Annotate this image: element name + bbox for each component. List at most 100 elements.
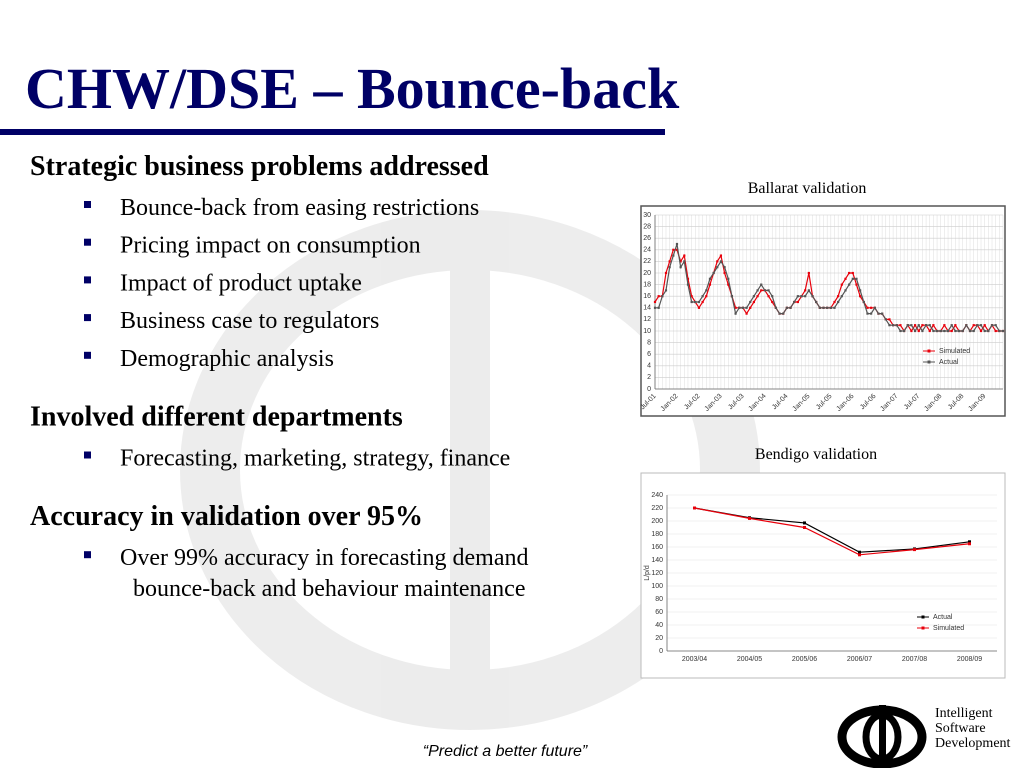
point: [994, 324, 997, 327]
y-axis-label: L/p/d: [644, 565, 651, 581]
point: [895, 324, 898, 327]
point: [708, 283, 712, 286]
point: [913, 548, 916, 552]
point: [815, 300, 818, 304]
watermark: [180, 210, 760, 730]
point: [837, 295, 840, 298]
point: [748, 516, 751, 520]
point: [807, 289, 810, 292]
point: [946, 329, 950, 333]
y-tick-label: 24: [643, 247, 651, 254]
point: [968, 540, 971, 544]
y-tick-label: 140: [651, 557, 663, 564]
chart-title: Bendigo validation: [755, 446, 877, 463]
point: [976, 324, 979, 327]
point: [899, 329, 902, 333]
point: [840, 295, 843, 298]
x-tick-label: 2003/04: [682, 656, 707, 663]
point: [961, 329, 964, 333]
point: [851, 277, 854, 280]
point: [686, 283, 690, 286]
x-tick-label: 2004/05: [737, 656, 762, 663]
y-tick-label: 160: [651, 544, 663, 551]
bullet: [84, 351, 91, 359]
y-tick-label: 4: [647, 363, 651, 370]
point: [998, 329, 1001, 333]
point: [943, 324, 946, 327]
bullet: [84, 451, 91, 459]
point: [793, 300, 796, 304]
slide-title: CHW/DSE – Bounce-back: [25, 56, 680, 121]
legend-label: Actual: [933, 614, 953, 621]
point: [683, 260, 686, 263]
point: [789, 306, 792, 309]
bullet-text: Forecasting, marketing, strategy, financ…: [120, 446, 510, 472]
point: [734, 306, 737, 309]
point: [756, 295, 759, 298]
point: [716, 266, 719, 269]
point: [675, 242, 679, 246]
point: [917, 329, 920, 333]
chart-frame: [640, 205, 1006, 417]
point: [727, 277, 730, 280]
point: [701, 295, 704, 298]
point: [767, 289, 770, 292]
legend-label: Simulated: [933, 625, 964, 632]
point: [862, 300, 865, 304]
point: [738, 306, 741, 309]
y-tick-label: 0: [659, 648, 663, 655]
y-tick-label: 240: [651, 492, 663, 499]
point: [679, 260, 682, 263]
x-tick-label: 2008/09: [957, 656, 982, 663]
point: [913, 329, 917, 333]
point: [811, 295, 814, 298]
point: [855, 283, 858, 286]
point: [950, 324, 953, 327]
point: [749, 306, 752, 309]
point: [661, 295, 664, 298]
point: [796, 300, 799, 304]
point: [910, 329, 913, 333]
y-tick-label: 40: [655, 622, 663, 629]
point: [994, 329, 997, 333]
bullet: [84, 238, 91, 246]
point: [979, 329, 983, 333]
point: [693, 506, 696, 510]
point: [848, 283, 851, 286]
chart: Ballarat validation024681012141618202224…: [639, 180, 1006, 417]
point: [763, 289, 766, 292]
point: [858, 553, 861, 557]
y-tick-label: 120: [651, 570, 663, 577]
y-tick-label: 22: [643, 258, 651, 265]
x-tick-label: 2007/08: [902, 656, 927, 663]
point: [873, 306, 876, 309]
point: [979, 324, 983, 327]
point: [672, 254, 675, 257]
point: [881, 312, 884, 315]
point: [983, 329, 986, 333]
logo-text: Intelligent: [935, 706, 993, 721]
point: [752, 300, 756, 304]
point: [848, 271, 851, 275]
point: [972, 329, 975, 333]
bullet: [84, 201, 91, 208]
chart: Bendigo validation 0 20 40 60 80 100 120 140 160 1…: [640, 446, 1006, 679]
point: [771, 300, 774, 304]
point: [804, 289, 807, 292]
point: [892, 324, 895, 327]
point: [932, 329, 935, 333]
point: [859, 295, 862, 298]
y-tick-label: 200: [651, 518, 663, 525]
section-heading: Strategic business problems addressed: [30, 151, 489, 182]
y-tick-label: 12: [643, 316, 651, 323]
point: [822, 306, 825, 309]
logo-text: Development: [935, 736, 1011, 751]
point: [803, 526, 806, 529]
point: [972, 324, 975, 327]
bullet-text: Bounce-back from easing restrictions: [120, 195, 479, 221]
point: [705, 295, 708, 298]
point: [785, 306, 788, 309]
point: [690, 300, 693, 304]
point: [833, 300, 836, 304]
